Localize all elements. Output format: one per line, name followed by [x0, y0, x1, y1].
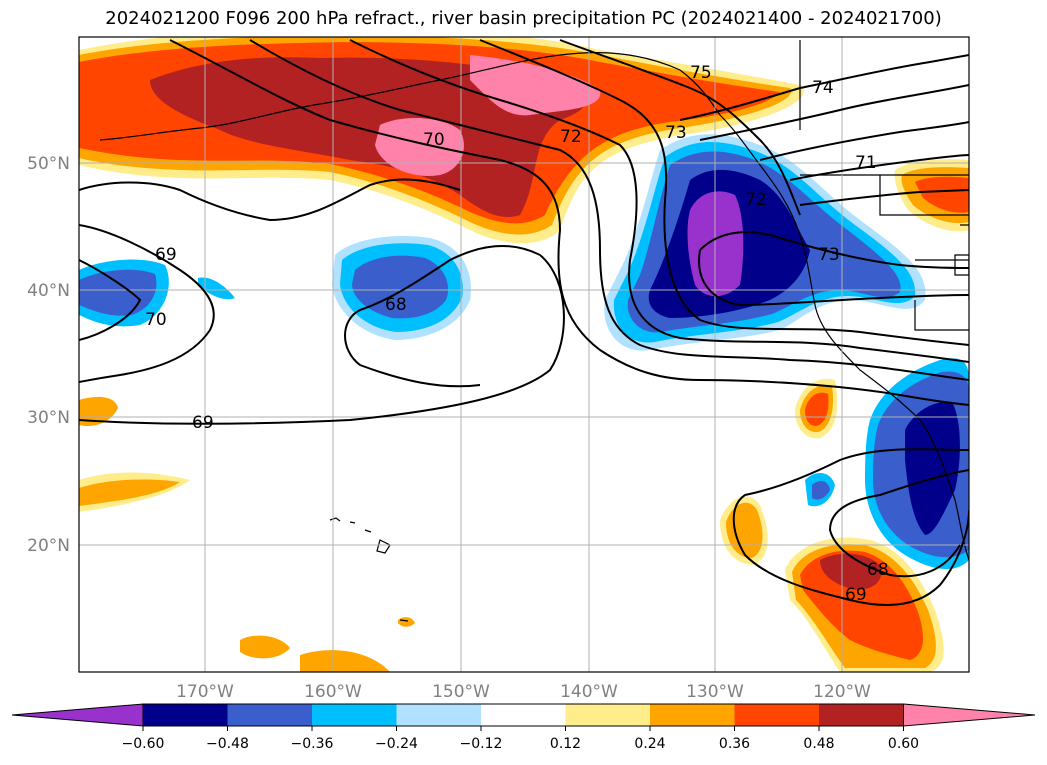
colorbar-segment — [734, 704, 820, 726]
positive-anomaly-south — [79, 159, 969, 672]
colorbar-tick-label: 0.60 — [888, 736, 919, 752]
colorbar-tick-label: −0.60 — [122, 736, 165, 752]
lat-label-40n: 40°N — [27, 281, 70, 301]
contour-label-74: 74 — [812, 78, 834, 98]
contour-label-73: 73 — [665, 123, 687, 143]
contour-label-69c: 69 — [845, 585, 867, 605]
negative-anomaly-central — [332, 235, 471, 340]
colorbar-tick-label: 0.24 — [634, 736, 665, 752]
negative-anomaly-westcoast — [604, 134, 926, 351]
colorbar-segment — [396, 704, 482, 726]
colorbar-segment — [819, 704, 904, 726]
colorbar-segment — [312, 704, 397, 726]
contour-label-72: 72 — [560, 127, 582, 147]
lat-label-20n: 20°N — [27, 536, 70, 556]
longitude-labels: 170°W 160°W 150°W 140°W 130°W 120°W — [176, 682, 871, 702]
lon-label-150w: 150°W — [432, 682, 490, 702]
map-frame — [78, 36, 970, 673]
contour-label-73b: 73 — [818, 245, 840, 265]
lon-label-130w: 130°W — [686, 682, 744, 702]
map-area: 75 74 70 72 73 71 72 73 69 68 70 69 68 6… — [79, 37, 969, 672]
colorbar-ticks: −0.60 −0.48 −0.36 −0.24 −0.12 0.12 0.24 0.36 0.4… — [122, 726, 919, 752]
contour-label-71: 71 — [855, 153, 877, 173]
contour-labels: 75 74 70 72 73 71 72 73 69 68 70 69 68 6… — [145, 63, 889, 605]
lat-label-30n: 30°N — [27, 408, 70, 428]
lon-label-160w: 160°W — [304, 682, 362, 702]
colorbar-extend-high — [903, 703, 1036, 727]
colorbar-segment — [650, 704, 735, 726]
contour-label-68: 68 — [385, 295, 407, 315]
lon-label-120w: 120°W — [813, 682, 871, 702]
lon-label-140w: 140°W — [560, 682, 618, 702]
lat-label-50n: 50°N — [27, 154, 70, 174]
colorbar-extend-low — [11, 703, 144, 727]
colorbar-tick-label: 0.48 — [803, 736, 834, 752]
contour-label-68b: 68 — [867, 560, 889, 580]
colorbar-tick-label: −0.48 — [206, 736, 249, 752]
colorbar-tick-label: −0.36 — [291, 736, 334, 752]
colorbar-tick-label: 0.12 — [550, 736, 581, 752]
negative-anomaly-southeast — [805, 358, 969, 570]
colorbar-segment — [481, 704, 566, 726]
colorbar-segment — [227, 704, 313, 726]
chart-title: 2024021200 F096 200 hPa refract., river … — [105, 8, 942, 29]
colorbar-segment — [143, 704, 228, 726]
refractivity-contours — [79, 39, 969, 606]
colorbar — [11, 703, 1036, 727]
colorbar-segment — [565, 704, 651, 726]
contour-label-69b: 69 — [192, 413, 214, 433]
colorbar-tick-label: −0.24 — [375, 736, 418, 752]
contour-label-72b: 72 — [745, 190, 767, 210]
contour-label-70: 70 — [423, 130, 445, 150]
contour-label-70b: 70 — [145, 310, 167, 330]
latitude-labels: 50°N 40°N 30°N 20°N — [27, 154, 70, 556]
colorbar-tick-label: 0.36 — [719, 736, 750, 752]
colorbar-tick-label: −0.12 — [460, 736, 503, 752]
lon-label-170w: 170°W — [176, 682, 234, 702]
coastlines — [99, 40, 969, 622]
colorbar-frame — [142, 703, 904, 727]
contour-label-75: 75 — [690, 63, 712, 83]
contour-label-69: 69 — [155, 245, 177, 265]
